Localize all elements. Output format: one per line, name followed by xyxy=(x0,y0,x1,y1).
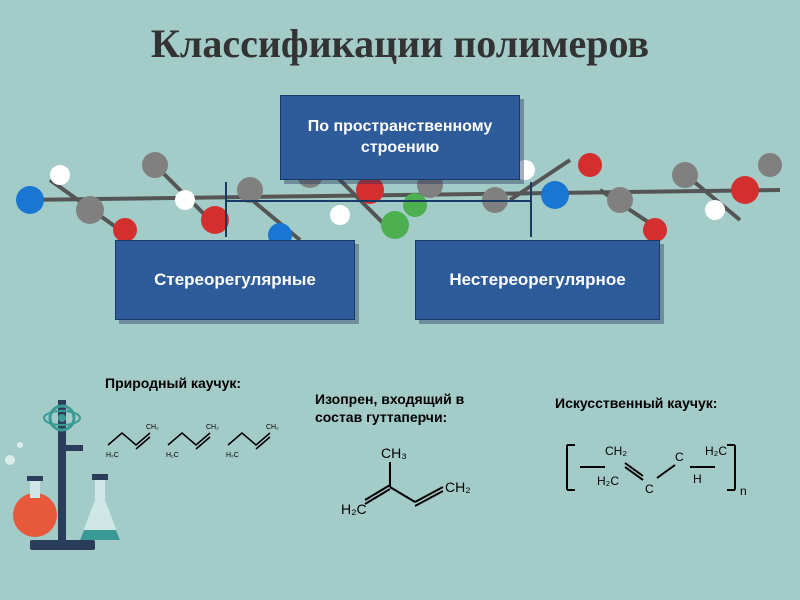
formula-text-h: H xyxy=(693,472,702,486)
svg-text:H₂C: H₂C xyxy=(705,444,727,458)
svg-text:H₂C: H₂C xyxy=(226,452,239,459)
formula-text-ch3: CH₃ xyxy=(381,445,407,461)
box-spatial-structure: По пространственному строению xyxy=(280,95,520,180)
formula-text-ch2a: CH₂ xyxy=(605,444,627,458)
formula-text-n: n xyxy=(740,484,747,498)
svg-text:CH₂: CH₂ xyxy=(146,424,159,431)
formula-text-cc: C xyxy=(675,450,684,464)
formula-text-h2cb: H₂C xyxy=(597,474,619,488)
label-natural-rubber: Природный каучук: xyxy=(105,375,241,391)
formula-isoprene: CH₃ H₂C CH₂ xyxy=(335,440,485,520)
svg-text:CH₂: CH₂ xyxy=(266,424,279,431)
box-non-stereoregular: Нестереорегулярное xyxy=(415,240,660,320)
formula-text-cb: C xyxy=(645,482,654,496)
connector-h xyxy=(225,200,531,202)
label-isoprene: Изопрен, входящий в состав гуттаперчи: xyxy=(315,390,495,426)
formula-text-h2c: H₂C xyxy=(341,501,367,517)
connector-left xyxy=(225,182,227,237)
svg-text:H₂C: H₂C xyxy=(166,452,179,459)
svg-text:H₂C: H₂C xyxy=(106,452,119,459)
svg-text:CH₂: CH₂ xyxy=(206,424,219,431)
formula-text-ch2: CH₂ xyxy=(445,479,471,495)
page-title: Классификации полимеров xyxy=(0,20,800,67)
connector-right xyxy=(530,182,532,237)
box-stereoregular: Стереорегулярные xyxy=(115,240,355,320)
label-artificial-rubber: Искусственный каучук: xyxy=(555,395,717,411)
formula-natural-rubber: H₂C CH₂ H₂C CH₂ H₂C CH₂ xyxy=(100,405,290,475)
formula-artificial-rubber: CH₂ H₂C C C H H₂C n xyxy=(555,425,755,510)
